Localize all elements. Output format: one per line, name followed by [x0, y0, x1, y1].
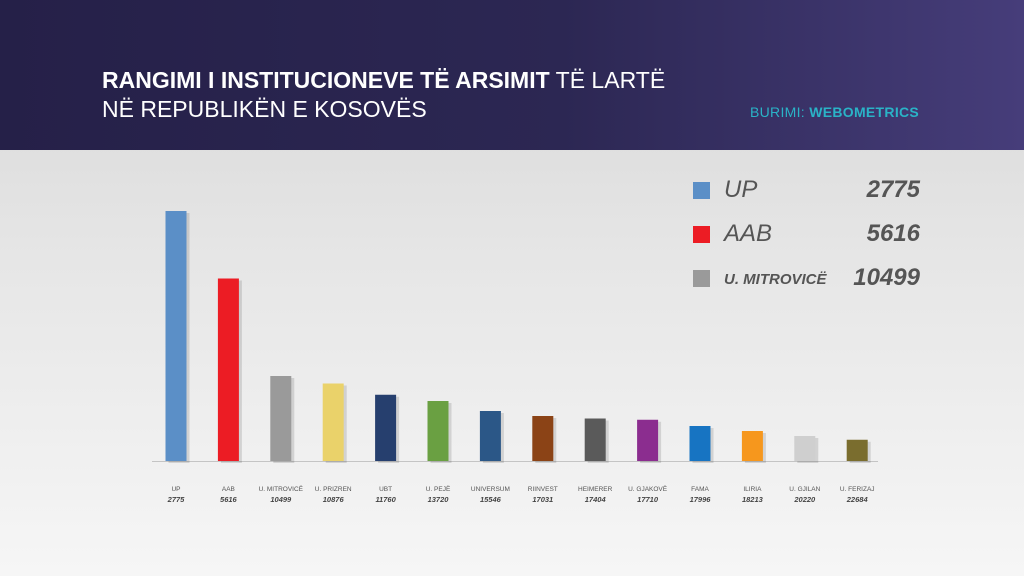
bar	[532, 416, 554, 461]
data-label: 20220	[793, 495, 816, 504]
data-label: 17710	[637, 495, 659, 504]
legend-item-up: UP 2775	[690, 176, 930, 220]
bar	[584, 418, 606, 461]
bar	[165, 211, 187, 461]
data-label: 11760	[375, 495, 396, 504]
source-value: WEBOMETRICS	[809, 104, 920, 120]
x-tick-label: U. PRIZREN	[315, 486, 352, 493]
bar	[217, 278, 239, 461]
x-tick-label: UP	[171, 486, 180, 493]
bar	[846, 439, 868, 461]
data-label: 18213	[742, 495, 764, 504]
bar	[637, 419, 659, 461]
bar	[689, 426, 711, 461]
header-banner: RANGIMI I INSTITUCIONEVE TË ARSIMIT TË L…	[0, 0, 1024, 150]
data-label: 15546	[480, 495, 502, 504]
x-tick-label: FAMA	[691, 486, 709, 493]
legend-name: U. MITROVICË	[724, 271, 827, 288]
legend-value: 2775	[866, 176, 920, 203]
data-label: 17996	[690, 495, 712, 504]
bar	[375, 394, 397, 461]
title-light-part: TË LARTË	[555, 67, 666, 93]
x-tick-label: U. GJAKOVË	[628, 485, 668, 493]
source-credit: BURIMI: WEBOMETRICS	[750, 104, 919, 120]
legend-swatch	[693, 182, 710, 199]
data-label: 5616	[220, 495, 238, 504]
legend-swatch	[693, 226, 710, 243]
data-label: 13720	[428, 495, 450, 504]
legend-item-aab: AAB 5616	[690, 220, 930, 264]
x-tick-label: U. FERIZAJ	[840, 486, 875, 493]
legend-name: AAB	[724, 220, 773, 247]
bar	[270, 376, 292, 461]
x-tick-label: HEIMERER	[578, 486, 613, 493]
page-title: RANGIMI I INSTITUCIONEVE TË ARSIMIT TË L…	[102, 66, 665, 124]
legend-name: UP	[724, 176, 758, 203]
data-label: 17404	[585, 495, 607, 504]
source-label: BURIMI:	[750, 104, 805, 120]
data-label: 2775	[167, 495, 186, 504]
bar	[794, 436, 816, 461]
data-label: 10876	[323, 495, 345, 504]
legend-swatch	[693, 270, 710, 287]
x-tick-label: U. PEJË	[426, 485, 451, 493]
x-tick-label: UNIVERSUM	[471, 486, 510, 493]
x-tick-label: RIINVEST	[528, 486, 558, 493]
title-line-2: NË REPUBLIKËN E KOSOVËS	[102, 96, 427, 122]
data-label: 22684	[846, 495, 869, 504]
bar	[427, 401, 449, 461]
x-tick-label: U. MITROVICË	[259, 485, 304, 493]
top-three-legend: UP 2775 AAB 5616 U. MITROVICË 10499	[690, 176, 930, 308]
legend-value: 5616	[866, 220, 920, 247]
data-label: 17031	[532, 495, 553, 504]
bar	[741, 431, 763, 461]
legend-value: 10499	[853, 264, 920, 291]
bar	[479, 411, 501, 461]
x-tick-label: UBT	[379, 486, 392, 493]
x-tick-label: ILIRIA	[743, 486, 762, 493]
x-tick-label: AAB	[222, 486, 235, 493]
title-bold-part: RANGIMI I INSTITUCIONEVE TË ARSIMIT	[102, 67, 550, 93]
legend-item-u-mitrovice: U. MITROVICË 10499	[690, 264, 930, 308]
x-tick-label: U. GJILAN	[789, 486, 820, 493]
data-label: 10499	[270, 495, 292, 504]
bar	[322, 383, 344, 461]
